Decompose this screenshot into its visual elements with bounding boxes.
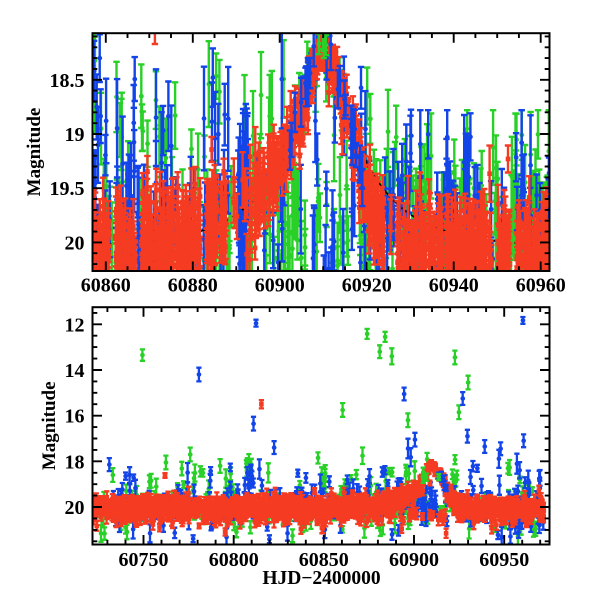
- svg-text:60880: 60880: [168, 275, 218, 297]
- svg-text:20: 20: [65, 232, 85, 254]
- svg-text:HJD−2400000: HJD−2400000: [262, 568, 380, 589]
- svg-text:12: 12: [65, 314, 85, 336]
- svg-text:60800: 60800: [209, 549, 259, 571]
- svg-text:60960: 60960: [516, 275, 566, 297]
- svg-text:18.5: 18.5: [50, 70, 85, 92]
- svg-text:60940: 60940: [429, 275, 479, 297]
- svg-text:60950: 60950: [479, 549, 529, 571]
- svg-text:Magnitude: Magnitude: [39, 381, 60, 470]
- svg-text:60750: 60750: [119, 549, 169, 571]
- svg-text:16: 16: [65, 406, 85, 428]
- svg-text:60850: 60850: [299, 549, 349, 571]
- svg-text:Magnitude: Magnitude: [24, 108, 45, 197]
- svg-text:60900: 60900: [255, 275, 305, 297]
- svg-text:18: 18: [65, 451, 85, 473]
- svg-text:60860: 60860: [81, 275, 131, 297]
- svg-text:60920: 60920: [342, 275, 392, 297]
- svg-text:14: 14: [65, 360, 85, 382]
- svg-text:60900: 60900: [389, 549, 439, 571]
- svg-text:19.5: 19.5: [50, 178, 85, 200]
- svg-text:20: 20: [65, 497, 85, 519]
- svg-text:19: 19: [65, 124, 85, 146]
